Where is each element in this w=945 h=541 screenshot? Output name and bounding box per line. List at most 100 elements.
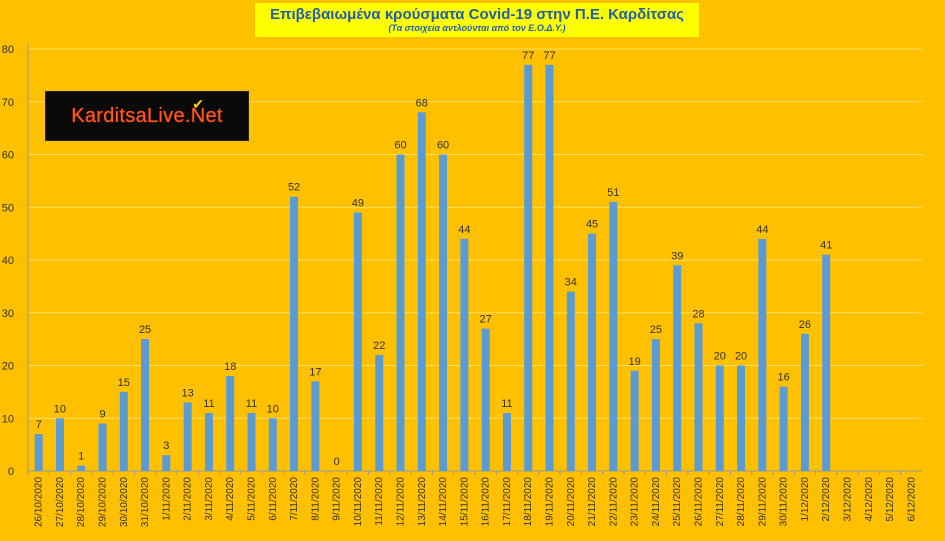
bar: [779, 386, 788, 471]
x-tick-label: 7/11/2020: [289, 477, 300, 521]
x-tick-label: 25/11/2020: [672, 477, 683, 527]
x-tick-label: 28/10/2020: [76, 477, 87, 527]
data-label: 9: [99, 409, 105, 421]
x-tick-label: 26/10/2020: [34, 477, 45, 527]
data-label: 77: [543, 50, 555, 62]
bar: [588, 233, 597, 471]
data-label: 17: [309, 366, 321, 378]
x-tick-label: 27/11/2020: [715, 477, 726, 527]
x-tick-label: 2/12/2020: [821, 477, 832, 522]
x-tick-label: 22/11/2020: [608, 477, 619, 527]
x-tick-label: 5/11/2020: [247, 477, 258, 521]
x-tick-label: 30/11/2020: [779, 477, 790, 527]
data-label: 39: [671, 250, 683, 262]
x-tick-label: 6/11/2020: [268, 477, 279, 521]
x-tick-label: 19/11/2020: [545, 477, 556, 527]
x-tick-label: 15/11/2020: [459, 477, 470, 527]
bar: [481, 328, 490, 471]
x-tick-label: 2/11/2020: [183, 477, 194, 521]
x-tick-label: 29/11/2020: [757, 477, 768, 527]
bar: [737, 365, 746, 471]
x-tick-label: 1/11/2020: [161, 477, 172, 521]
y-tick-labels: 0 10 20 30 40 50 60 70 80: [2, 44, 14, 478]
x-tick-label: 16/11/2020: [481, 477, 492, 527]
x-tick-label: 31/10/2020: [140, 477, 151, 527]
logo-text: KarditsaLive.Net: [71, 104, 223, 127]
x-tick-label: 29/10/2020: [98, 477, 109, 527]
data-label: 15: [118, 377, 130, 389]
bar: [502, 412, 511, 471]
data-label: 44: [756, 224, 768, 236]
bar: [141, 339, 150, 471]
x-tick-label: 6/12/2020: [906, 477, 917, 522]
x-tick-label: 21/11/2020: [587, 477, 598, 527]
data-label: 22: [373, 340, 385, 352]
data-label: 0: [334, 456, 340, 468]
data-label: 52: [288, 182, 300, 194]
bar: [758, 238, 767, 471]
x-tick-label: 17/11/2020: [502, 477, 513, 527]
data-label: 10: [267, 403, 279, 415]
data-label: 16: [778, 372, 790, 384]
y-tick-label: 80: [2, 44, 14, 56]
bar: [268, 418, 277, 471]
data-label: 41: [820, 240, 832, 252]
bar: [98, 423, 107, 471]
x-tick-label: 4/11/2020: [225, 477, 236, 521]
data-label: 20: [735, 351, 747, 363]
data-label: 10: [54, 403, 66, 415]
bars: [34, 64, 831, 472]
data-label: 27: [480, 314, 492, 326]
bar: [566, 291, 575, 471]
x-tick-label: 3/11/2020: [204, 477, 215, 521]
y-tick-label: 30: [2, 308, 14, 320]
data-label: 45: [586, 219, 598, 231]
data-label: 68: [416, 97, 428, 109]
data-label: 51: [607, 187, 619, 199]
y-tick-label: 0: [8, 466, 14, 478]
data-label: 1: [78, 451, 84, 463]
data-label: 60: [437, 140, 449, 152]
title-box: Επιβεβαιωμένα κρούσματα Covid-19 στην Π.…: [255, 3, 699, 37]
y-tick-label: 40: [2, 255, 14, 267]
y-tick-label: 50: [2, 202, 14, 214]
axes: [27, 44, 922, 475]
chart-title: Επιβεβαιωμένα κρούσματα Covid-19 στην Π.…: [270, 6, 684, 23]
y-tick-label: 20: [2, 361, 14, 373]
x-tick-label: 28/11/2020: [736, 477, 747, 527]
data-label: 77: [522, 50, 534, 62]
bar: [439, 154, 448, 471]
bar: [460, 238, 469, 471]
bar: [311, 381, 320, 471]
bar: [396, 154, 405, 471]
bar: [800, 333, 809, 471]
bar: [247, 412, 256, 471]
x-tick-label: 24/11/2020: [651, 477, 662, 527]
x-tick-label: 13/11/2020: [417, 477, 428, 527]
x-tick-label: 8/11/2020: [310, 477, 321, 521]
x-tick-label: 3/12/2020: [843, 477, 854, 522]
x-tick-label: 4/12/2020: [864, 477, 875, 522]
x-tick-label: 1/12/2020: [800, 477, 811, 522]
bar: [353, 212, 362, 471]
x-tick-label: 30/10/2020: [119, 477, 130, 527]
data-label: 60: [394, 140, 406, 152]
bar: [204, 412, 213, 471]
data-label: 20: [714, 351, 726, 363]
bar: [651, 339, 660, 471]
x-tick-label: 23/11/2020: [630, 477, 641, 527]
x-tick-label: 9/11/2020: [332, 477, 343, 521]
bar: [694, 323, 703, 471]
data-label: 7: [36, 419, 42, 431]
x-tick-label: 27/10/2020: [55, 477, 66, 527]
karditsalive-logo: KarditsaLive.Net ✔: [46, 92, 248, 140]
x-tick-label: 14/11/2020: [438, 477, 449, 527]
bar: [609, 201, 618, 471]
data-label: 11: [203, 398, 214, 410]
data-label: 34: [565, 277, 577, 289]
bar: [162, 455, 171, 471]
bar: [417, 112, 426, 472]
bar: [119, 391, 128, 471]
data-label: 11: [246, 398, 257, 410]
data-label: 25: [650, 324, 662, 336]
